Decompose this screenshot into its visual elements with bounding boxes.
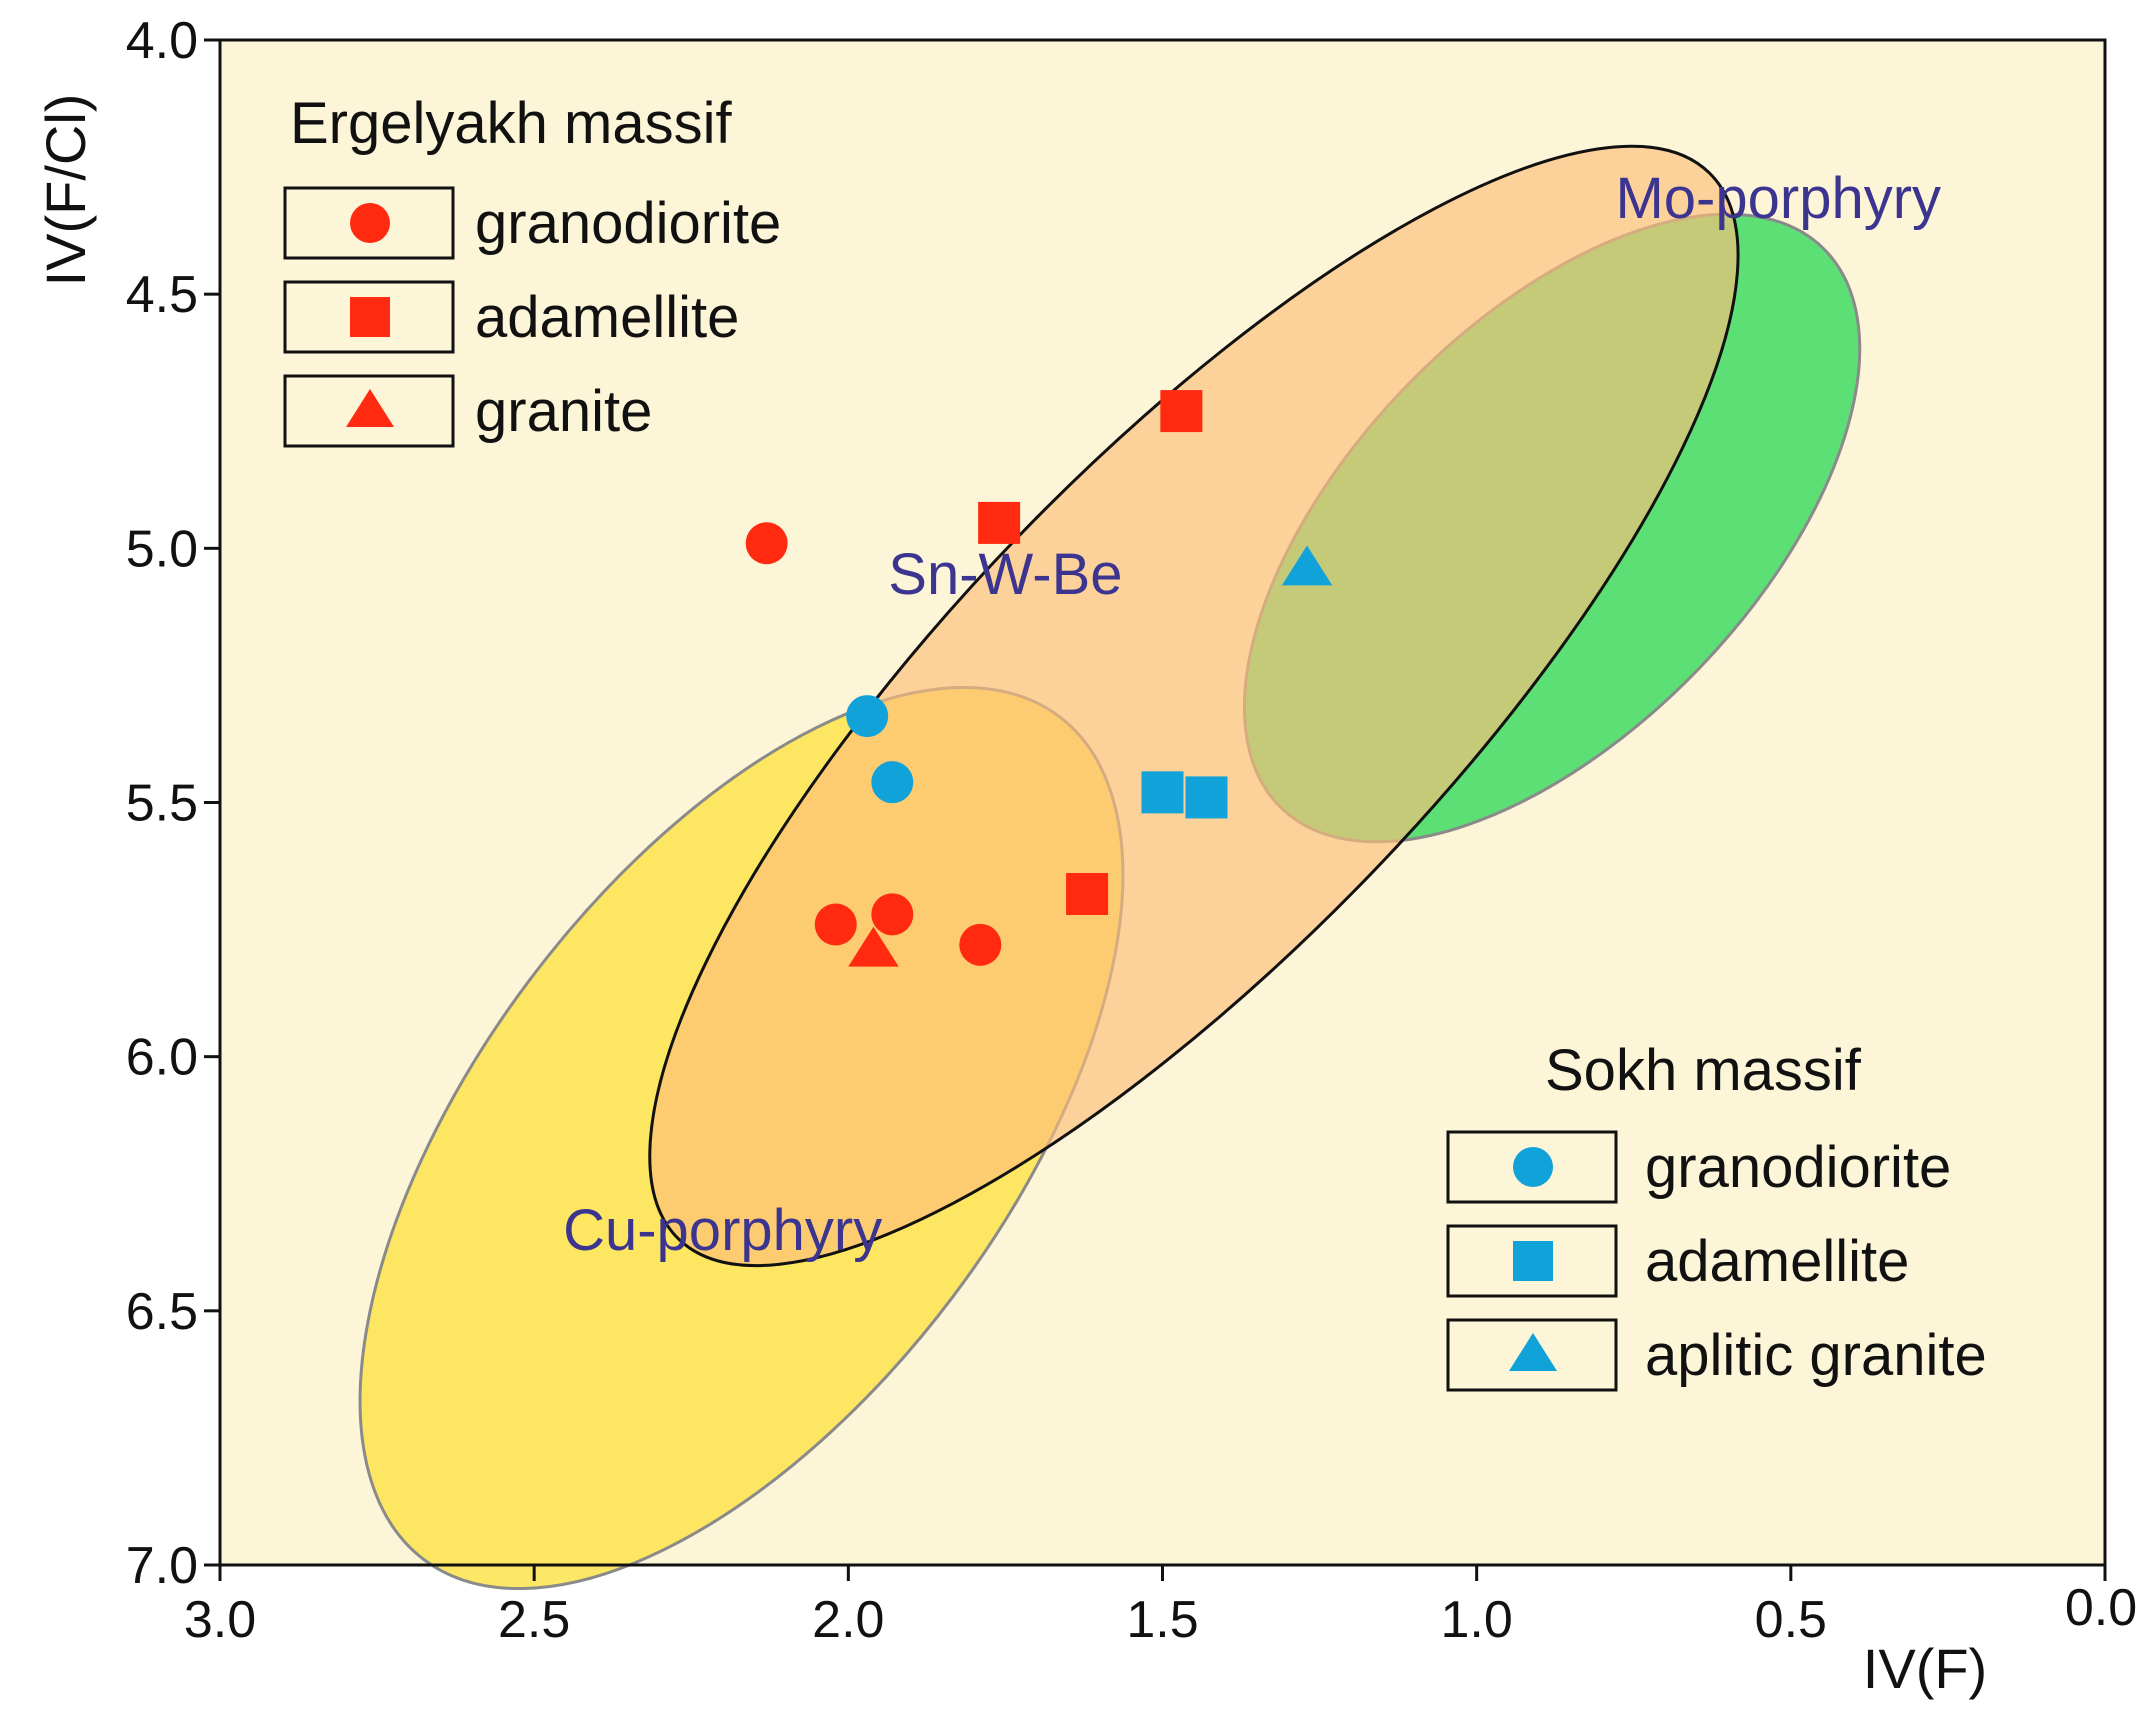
y-axis-title: IV(F/Cl) — [34, 94, 97, 287]
field-label-mo-porphyry: Mo-porphyry — [1615, 166, 1941, 231]
x-tick-label: 1.0 — [1441, 1591, 1513, 1649]
legend-label-ergelyakh-massif: granite — [475, 379, 652, 444]
legend-marker-sokh-massif-triangle — [1509, 1332, 1557, 1371]
x-tick-label: 3.0 — [184, 1591, 256, 1649]
point-sokh-massif-granodiorite-1 — [846, 695, 889, 738]
legend-swatch-box — [1446, 1130, 1618, 1204]
y-tick-label: 4.5 — [126, 266, 198, 324]
x-tick-label: 0.0 — [2065, 1579, 2137, 1637]
legend-label-sokh-massif: adamellite — [1645, 1229, 1909, 1294]
y-tick-label: 5.5 — [126, 775, 198, 833]
legend-swatch-box — [1446, 1318, 1618, 1392]
legend-label-sokh-massif: aplitic granite — [1645, 1323, 1987, 1388]
point-sokh-massif-adamellite-1 — [1141, 771, 1184, 814]
x-tick-label: 2.0 — [812, 1591, 884, 1649]
field-label-sn-w-be: Sn-W-Be — [888, 542, 1122, 607]
y-tick-label: 6.0 — [126, 1029, 198, 1087]
legend-marker-ergelyakh-massif-square — [350, 297, 390, 337]
legend-marker-ergelyakh-massif-circle — [350, 203, 390, 243]
x-tick-label: 2.5 — [498, 1591, 570, 1649]
point-ergelyakh-massif-granodiorite-1 — [745, 522, 788, 565]
x-axis-title: IV(F) — [1863, 1637, 1987, 1700]
legend-marker-ergelyakh-massif-triangle — [346, 388, 394, 427]
legend-title-ergelyakh-massif: Ergelyakh massif — [290, 91, 732, 156]
legend-label-ergelyakh-massif: adamellite — [475, 285, 739, 350]
legend-swatch-box — [1446, 1224, 1618, 1298]
legend-title-sokh-massif: Sokh massif — [1545, 1038, 1862, 1103]
point-ergelyakh-massif-granodiorite-3 — [871, 893, 914, 936]
legend-marker-sokh-massif-circle — [1513, 1147, 1553, 1187]
legend-swatch-box — [283, 186, 455, 260]
point-sokh-massif-granodiorite-2 — [871, 761, 914, 804]
y-tick-label: 5.0 — [126, 520, 198, 578]
point-ergelyakh-massif-granodiorite-2 — [814, 903, 857, 946]
point-ergelyakh-massif-adamellite-3 — [1066, 873, 1109, 915]
y-tick-label: 4.0 — [126, 12, 198, 70]
x-tick-label: 0.5 — [1755, 1591, 1827, 1649]
point-sokh-massif-aplitic-granite-1 — [1281, 545, 1333, 586]
point-ergelyakh-massif-granite-1 — [848, 926, 899, 967]
legend-label-sokh-massif: granodiorite — [1645, 1135, 1951, 1200]
legend-swatch-box — [283, 280, 455, 354]
x-tick-label: 1.5 — [1126, 1591, 1198, 1649]
point-ergelyakh-massif-adamellite-2 — [978, 501, 1021, 544]
point-ergelyakh-massif-granodiorite-4 — [959, 923, 1002, 966]
point-ergelyakh-massif-adamellite-1 — [1160, 390, 1203, 433]
legend-marker-sokh-massif-square — [1513, 1241, 1553, 1281]
y-tick-label: 7.0 — [126, 1537, 198, 1595]
y-tick-label: 6.5 — [126, 1283, 198, 1341]
point-sokh-massif-adamellite-2 — [1185, 776, 1228, 819]
legend-swatch-box — [283, 374, 455, 448]
field-label-cu-porphyry: Cu-porphyry — [563, 1198, 882, 1263]
legend-label-ergelyakh-massif: granodiorite — [475, 191, 781, 256]
